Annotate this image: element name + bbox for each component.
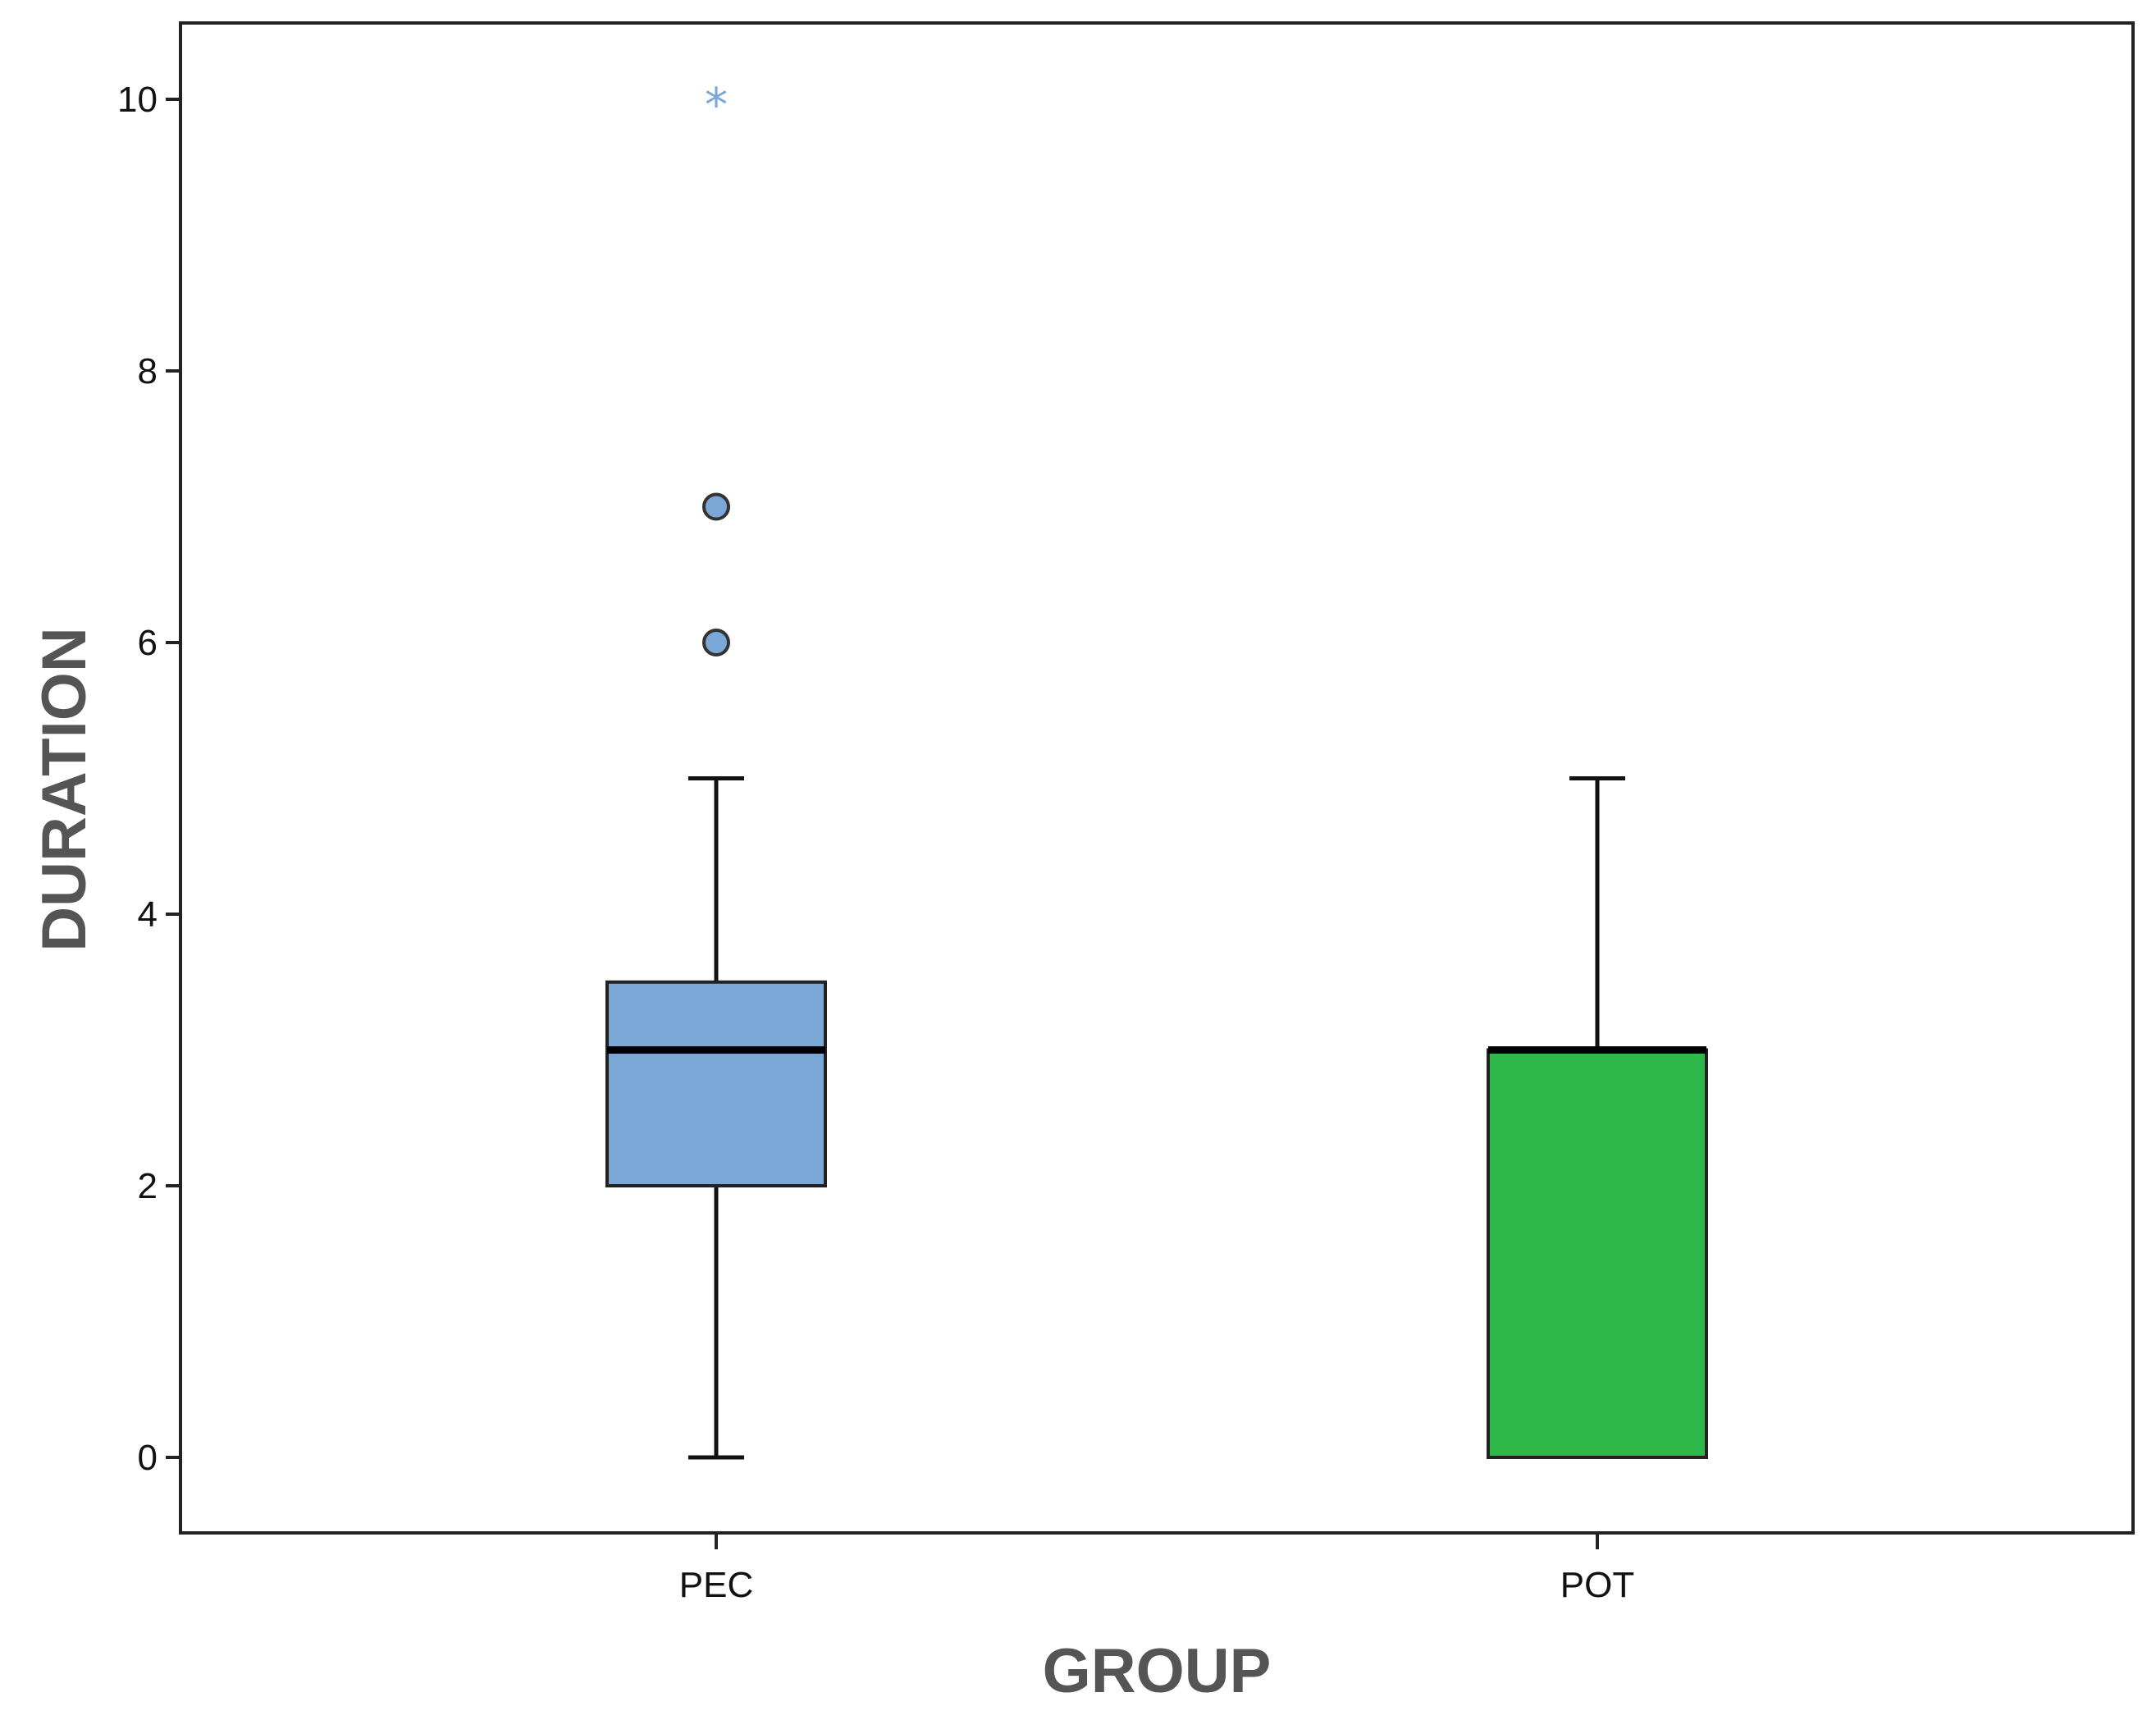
outlier-point: [702, 629, 730, 656]
box-pec: *: [605, 79, 827, 1460]
box-pot: [1487, 776, 1708, 1459]
plot-frame: [179, 21, 2135, 1535]
outlier-point: [702, 492, 730, 521]
x-tick-label: PEC: [679, 1565, 753, 1605]
y-tick-label: 4: [138, 894, 158, 935]
y-tick-label: 6: [138, 623, 158, 663]
y-tick-label: 0: [138, 1438, 158, 1478]
y-tick-label: 2: [138, 1166, 158, 1206]
boxes: *: [605, 79, 1708, 1460]
x-tick-label: POT: [1560, 1565, 1634, 1605]
y-axis-title: DURATION: [30, 627, 99, 951]
iqr-box: [1487, 1048, 1708, 1459]
y-tick-label: 10: [117, 80, 158, 120]
x-axis: PEC POT: [679, 1533, 1634, 1605]
y-tick-label: 8: [138, 351, 158, 391]
iqr-box: [605, 980, 827, 1187]
extreme-point: *: [705, 79, 728, 132]
y-axis: 0 2 4 6 8 10: [117, 80, 180, 1478]
x-axis-title: GROUP: [1043, 1636, 1272, 1706]
